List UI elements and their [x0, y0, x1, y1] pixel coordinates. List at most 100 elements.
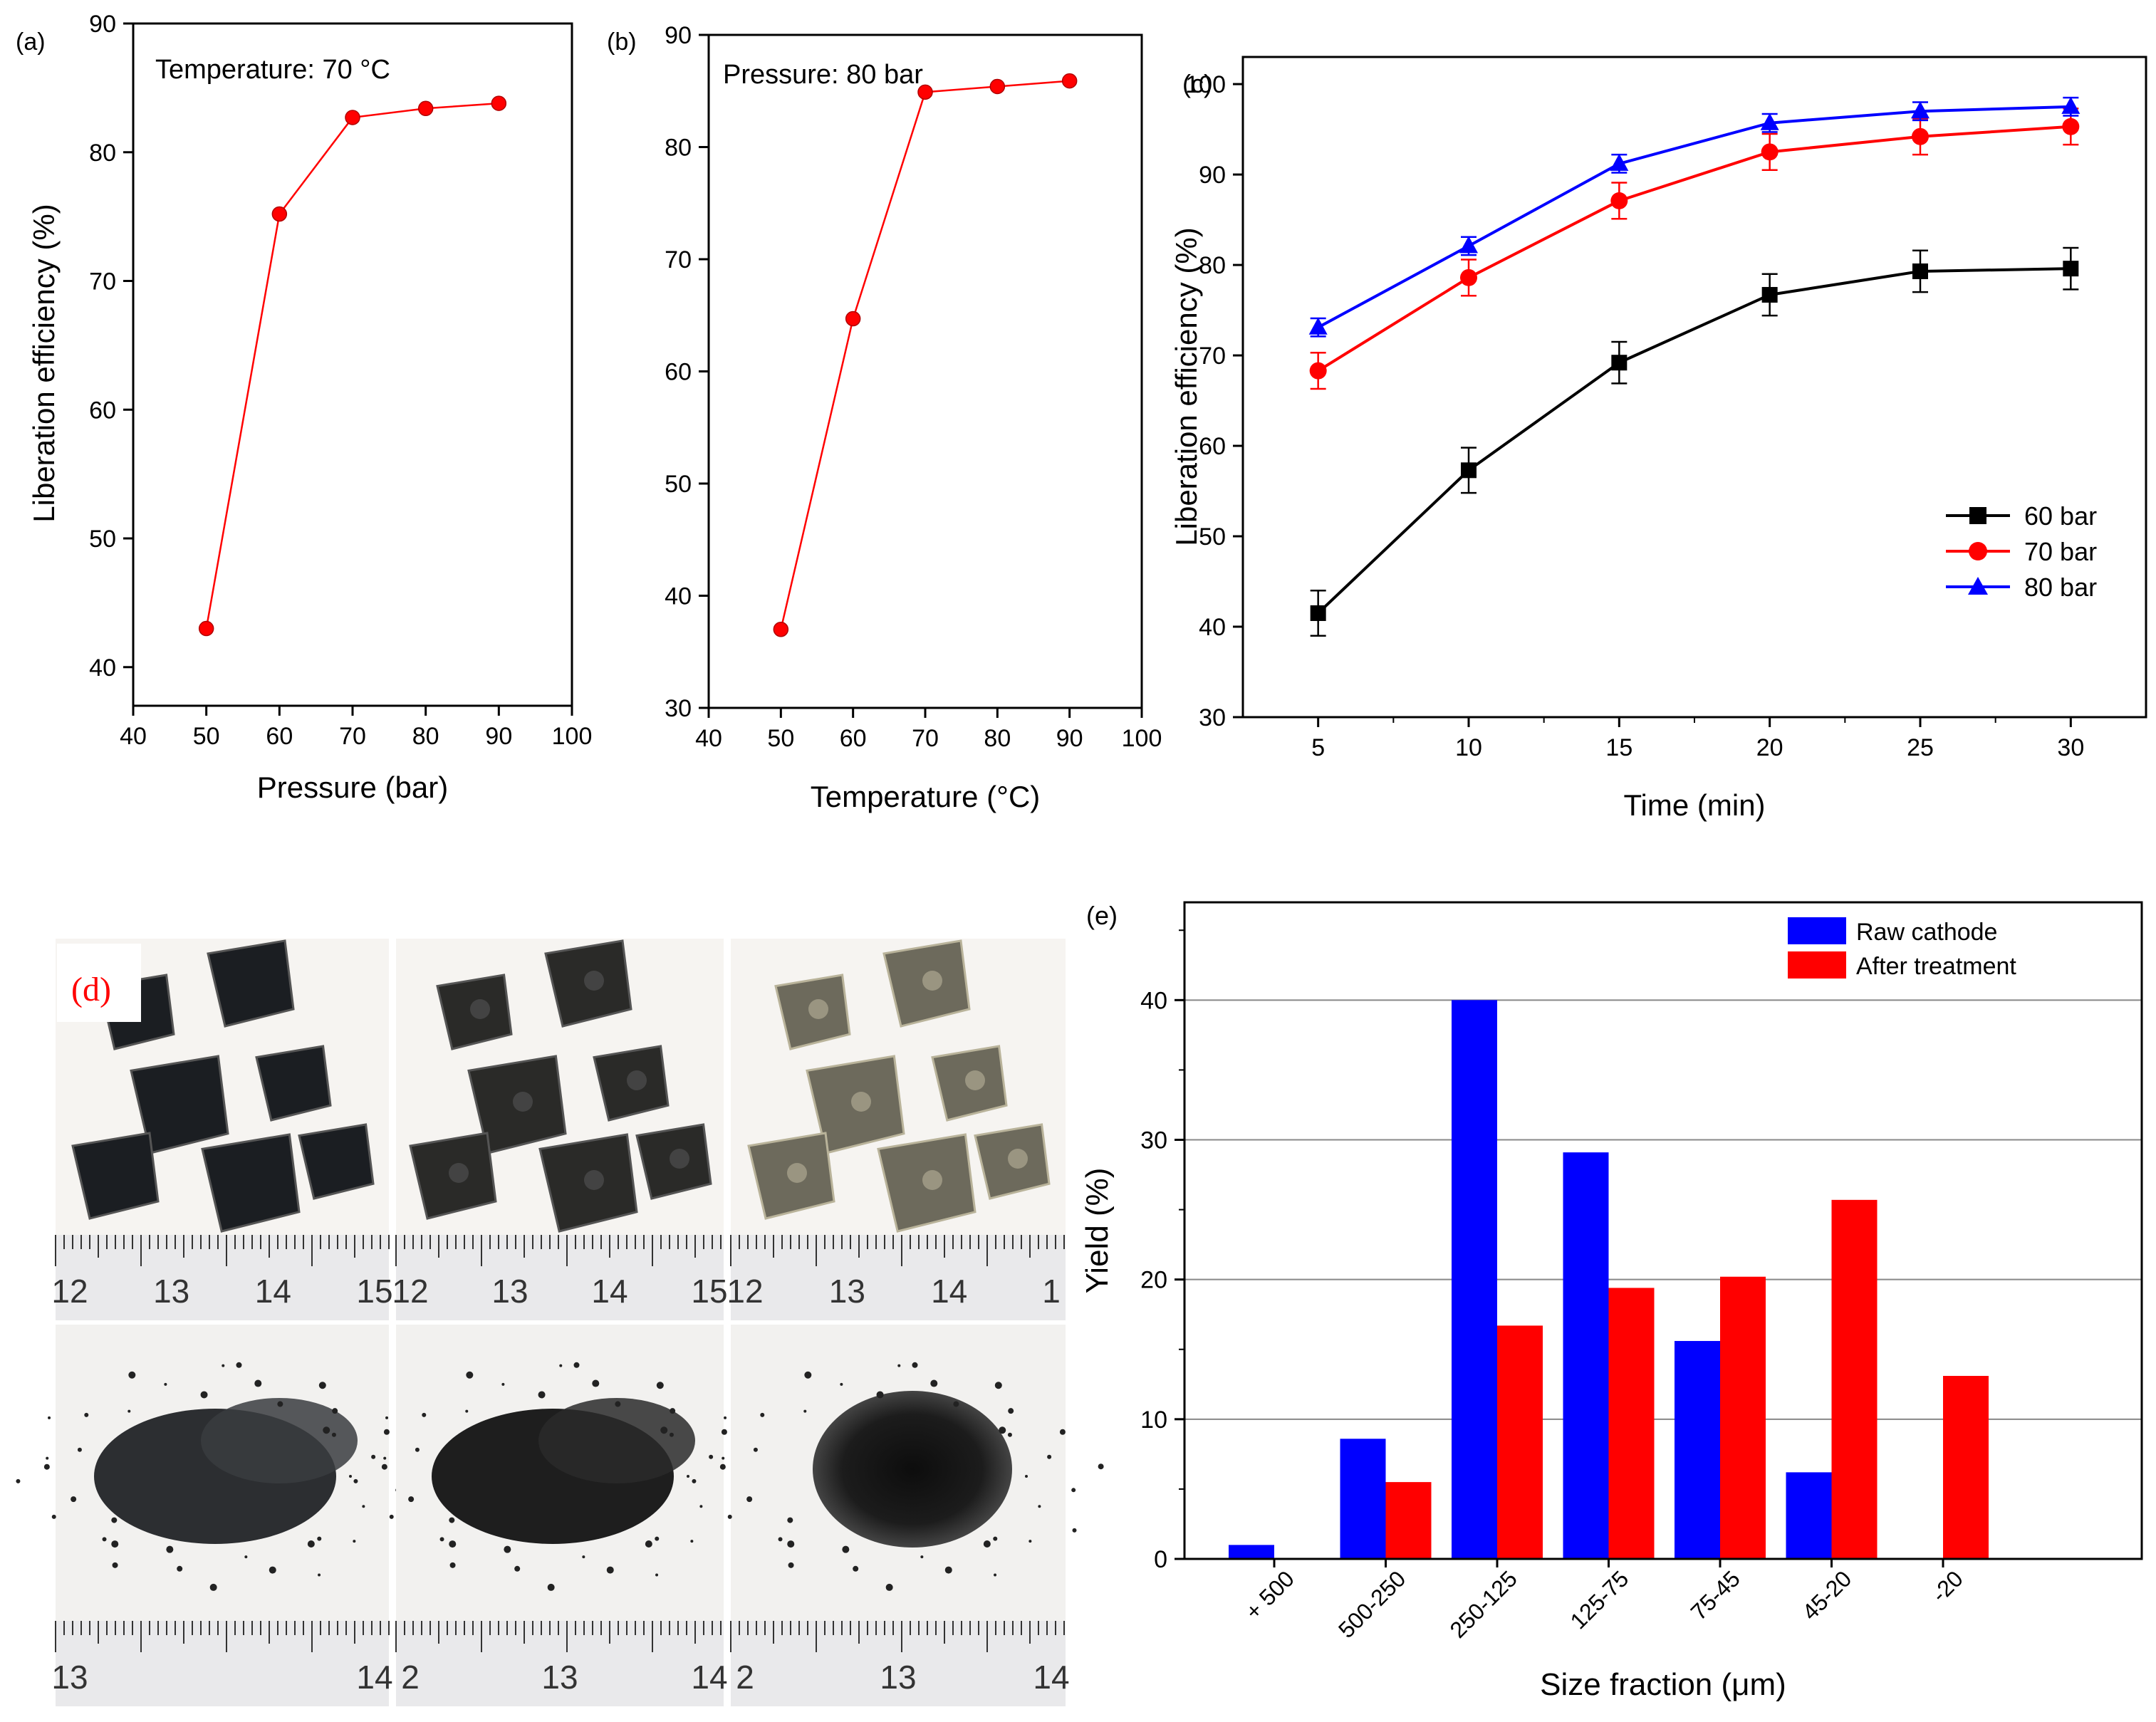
bar-after-treatment [1385, 1482, 1432, 1559]
powder-speck [415, 1447, 420, 1452]
powder-speck [615, 1401, 621, 1407]
fragment-speckle [513, 1092, 533, 1112]
data-point-a [271, 206, 288, 222]
y-tick-label: 30 [1199, 704, 1226, 731]
powder-speck [236, 1362, 242, 1368]
plot-frame-a [132, 22, 573, 707]
y-tick-label: 50 [665, 471, 692, 498]
powder-speck [709, 1454, 714, 1459]
powder-speck [102, 1537, 107, 1542]
y-tick-label: 40 [1199, 614, 1226, 641]
bar-raw-cathode [1675, 1340, 1720, 1559]
powder-speck [983, 1540, 991, 1548]
powder-speck [690, 1540, 694, 1543]
bar-after-treatment [1831, 1199, 1878, 1559]
powder-speck [1047, 1454, 1052, 1459]
powder-speck [853, 1565, 859, 1572]
powder-speck [332, 1408, 338, 1414]
x-tick-label: 70 [339, 723, 366, 750]
powder-speck [318, 1573, 321, 1577]
powder-speck [71, 1496, 77, 1503]
bar-raw-cathode [1452, 1000, 1497, 1559]
ruler-label: 12 [392, 1273, 428, 1310]
data-point-a [345, 110, 360, 125]
fragment-speckle [787, 1163, 807, 1183]
x-tick-label: 75-45 [1686, 1565, 1745, 1624]
ruler [56, 1235, 389, 1320]
data-point-60-bar [1310, 605, 1326, 621]
y-tick-label: 90 [89, 11, 116, 38]
fragment-speckle [1008, 1149, 1028, 1169]
powder-speck [177, 1565, 183, 1572]
legend-c: 60 bar 70 bar 80 bar [1946, 501, 2097, 602]
powder-speck [687, 1475, 689, 1478]
x-tick-label: 5 [1311, 734, 1325, 761]
panel-label-b: (b) [607, 28, 637, 56]
y-tick-label: 40 [665, 583, 692, 610]
series-line-70-bar [1317, 125, 2071, 372]
x-tick-label: 30 [2057, 734, 2084, 761]
powder-speck [547, 1583, 555, 1591]
powder-speck [1028, 1540, 1032, 1543]
ruler-label: 13 [51, 1659, 88, 1696]
ruler-label: 13 [153, 1273, 189, 1310]
plot-frame-b [707, 33, 1143, 709]
powder-speck [317, 1536, 322, 1541]
photo-tile: 12 13 14 15 [392, 939, 728, 1320]
powder-speck [128, 1371, 136, 1379]
powder-speck [538, 1391, 546, 1399]
data-point-80-bar [2061, 96, 2081, 114]
powder-speck [127, 1409, 131, 1413]
panel-label-e: (e) [1086, 901, 1118, 930]
x-tick-label: 100 [1122, 725, 1162, 752]
y-tick-label: 80 [89, 140, 116, 167]
powder-speck [1038, 1505, 1041, 1508]
powder-speck [111, 1540, 119, 1548]
ruler-label: 15 [356, 1273, 392, 1310]
data-point-80-bar [1308, 317, 1328, 335]
powder-speck [1059, 1429, 1066, 1435]
fragment-speckle [584, 971, 604, 991]
y-tick-label: 60 [665, 359, 692, 386]
x-tick-label: 250-125 [1444, 1565, 1521, 1642]
photo-tile: 12 13 14 15 [51, 939, 393, 1320]
y-tick-label: 30 [1140, 1127, 1167, 1154]
powder-speck [84, 1412, 89, 1417]
ruler-label: 14 [255, 1273, 291, 1310]
y-tick-label: 40 [89, 654, 116, 682]
ruler-label: 14 [691, 1659, 727, 1696]
powder-speck [994, 1382, 1002, 1389]
data-point-60-bar [1761, 286, 1778, 303]
x-tick-label: 80 [412, 723, 439, 750]
fragment-speckle [965, 1070, 985, 1090]
powder-speck [787, 1517, 793, 1523]
powder-speck [269, 1566, 276, 1574]
data-point-80-bar [1760, 113, 1779, 130]
x-tick-label: -20 [1927, 1565, 1968, 1607]
powder-speck [897, 1364, 901, 1367]
powder-speck [209, 1583, 217, 1591]
ruler-label: 12 [51, 1273, 88, 1310]
powder-speck [656, 1382, 664, 1389]
bar-after-treatment [1720, 1276, 1766, 1559]
panel-label-c: (c) [1182, 69, 1212, 98]
panel-label-d: (d) [71, 971, 111, 1008]
x-tick-label: 125-75 [1566, 1565, 1634, 1634]
y-tick-label: 40 [1140, 987, 1167, 1014]
legend-item-60-bar: 60 bar [1946, 501, 2097, 531]
powder-speck [655, 1536, 660, 1541]
bar-raw-cathode [1229, 1545, 1274, 1559]
y-axis-label-a: Liberation efficiency (%) [27, 204, 61, 522]
powder-speck [1008, 1408, 1014, 1414]
fragment-speckle [449, 1163, 469, 1183]
y-tick-label: 70 [89, 268, 116, 296]
x-axis-label-b: Temperature (°C) [811, 780, 1041, 813]
powder-speck [164, 1382, 167, 1386]
powder-speck [582, 1555, 585, 1559]
fragment-speckle [470, 999, 490, 1019]
powder-speck [323, 1426, 330, 1434]
data-point-80-bar [1911, 101, 1930, 119]
x-axis-label-e: Size fraction (μm) [1540, 1667, 1786, 1702]
powder-speck [383, 1456, 387, 1460]
